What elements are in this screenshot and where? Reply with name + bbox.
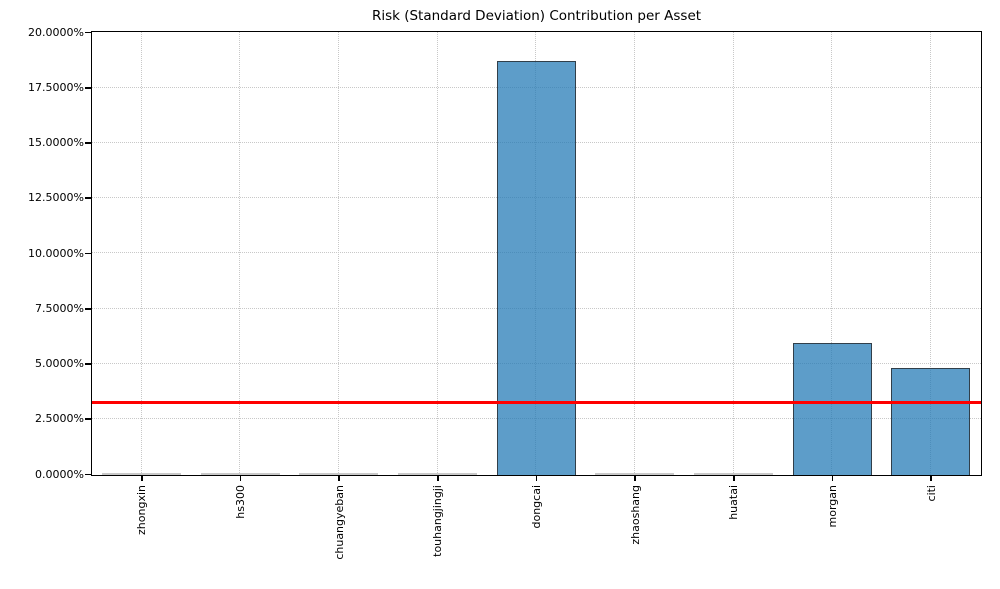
x-tick	[140, 476, 143, 481]
bar-zhaoshang	[595, 473, 675, 475]
v-gridline	[831, 32, 833, 475]
x-tick-label: touhangjingji	[431, 485, 445, 557]
y-tick-label: 20.0000%	[28, 25, 84, 39]
y-tick	[85, 363, 91, 365]
y-tick	[85, 197, 91, 200]
x-tick	[436, 476, 439, 481]
y-tick	[85, 86, 91, 89]
y-tick	[85, 31, 91, 34]
bar-touhangjingji	[397, 473, 477, 475]
x-tick	[338, 476, 341, 481]
bar-citi	[891, 368, 971, 475]
y-tick	[85, 418, 91, 421]
y-tick-label: 7.5000%	[35, 301, 84, 315]
x-tick	[634, 476, 637, 481]
bar-dongcai	[496, 60, 576, 475]
x-tick-label: huatai	[727, 485, 741, 520]
y-tick	[85, 473, 91, 476]
plot-area	[91, 31, 982, 476]
bar-hs300	[200, 473, 280, 475]
v-gridline	[140, 32, 142, 475]
chart-title: Risk (Standard Deviation) Contribution p…	[371, 8, 702, 24]
y-tick-label: 17.5000%	[28, 80, 84, 94]
v-gridline	[436, 32, 438, 475]
x-tick-label: dongcai	[530, 485, 543, 529]
bar-huatai	[693, 473, 773, 475]
v-gridline	[929, 32, 931, 475]
x-tick-label: zhongxin	[135, 485, 149, 535]
y-tick-label: 2.5000%	[35, 412, 84, 426]
x-tick	[930, 476, 933, 481]
x-tick-label: hs300	[234, 485, 247, 519]
y-tick	[85, 252, 91, 255]
y-tick-label: 12.5000%	[28, 191, 84, 205]
bar-morgan	[792, 343, 872, 475]
reference-line	[92, 401, 981, 404]
x-tick-label: morgan	[826, 485, 839, 528]
y-tick-label: 15.0000%	[28, 136, 84, 149]
x-tick	[831, 476, 834, 481]
v-gridline	[732, 32, 734, 475]
y-tick	[85, 307, 91, 310]
v-gridline	[239, 32, 241, 475]
v-gridline	[337, 32, 339, 475]
bar-chuangyeban	[299, 473, 379, 475]
y-tick-label: 5.0000%	[35, 357, 84, 370]
x-tick-label: citi	[924, 485, 938, 502]
y-tick	[85, 142, 91, 144]
y-tick-label: 10.0000%	[28, 246, 84, 260]
x-tick-label: chuangyeban	[332, 485, 346, 560]
x-tick	[239, 476, 242, 481]
x-tick	[732, 476, 735, 481]
x-tick	[535, 476, 538, 481]
v-gridline	[633, 32, 635, 475]
x-tick-label: zhaoshang	[628, 485, 642, 545]
y-tick-label: 0.0000%	[35, 467, 84, 481]
bar-zhongxin	[101, 473, 181, 475]
